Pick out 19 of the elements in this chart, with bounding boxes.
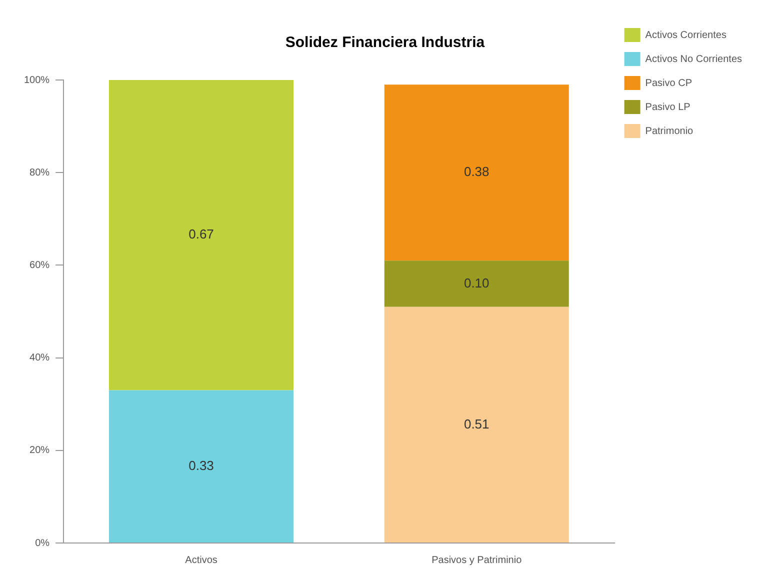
chart-title: Solidez Financiera Industria [285,34,486,52]
legend-label: Patrimonio [645,126,694,137]
y-tick-label: 40% [30,352,50,364]
legend-label: Pasivo LP [645,102,691,113]
legend-label: Activos No Corrientes [645,54,742,65]
x-tick-label: Pasivos y Patriminio [432,554,522,566]
y-tick-label: 60% [30,260,50,271]
data-label: 0.51 [464,416,490,432]
y-tick-label: 80% [30,167,50,178]
data-label: 0.33 [188,458,214,473]
data-label: 0.10 [464,275,490,290]
data-label: 0.67 [188,226,214,242]
y-tick-label: 0% [35,538,50,549]
x-tick-label: Activos [185,554,218,566]
legend-label: Activos Corrientes [645,30,726,41]
y-tick-label: 20% [30,445,50,456]
data-label: 0.38 [464,164,490,180]
legend-label: Pasivo CP [645,78,692,89]
y-tick-label: 100% [24,74,50,86]
